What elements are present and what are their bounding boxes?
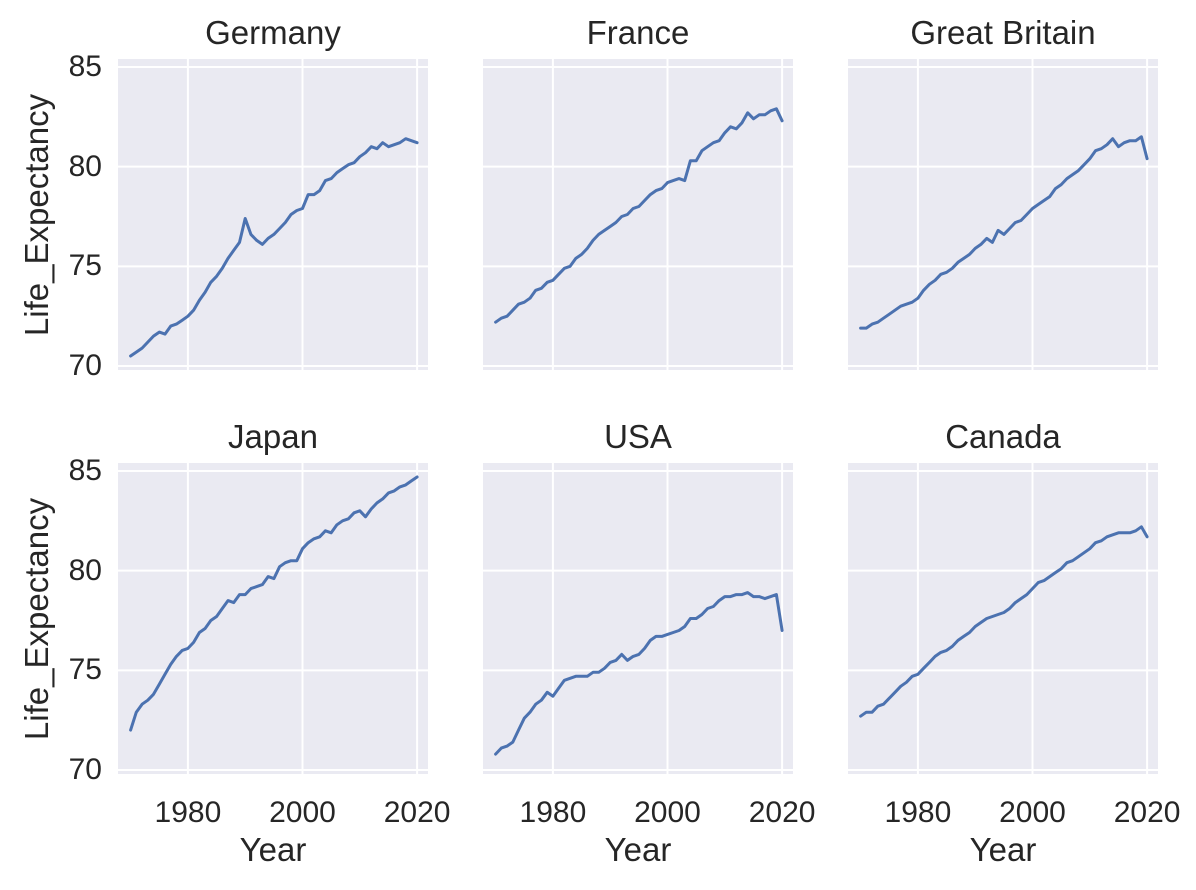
subplot-title-france: France xyxy=(586,14,690,51)
y-tick-label: 80 xyxy=(68,553,102,587)
life-expectancy-line xyxy=(129,475,419,732)
x-tick-label: 2000 xyxy=(269,796,336,829)
subplot-great-britain: Great Britain xyxy=(848,14,1158,370)
subplot-france: France xyxy=(483,14,793,370)
x-tick-label: 2000 xyxy=(634,796,701,829)
x-tick-label: 1980 xyxy=(154,796,222,829)
y-tick-label: 70 xyxy=(68,349,102,382)
x-tick-label: 2020 xyxy=(748,796,816,829)
life-expectancy-line xyxy=(494,591,784,756)
y-axis-label-row2: Life_Expectancy xyxy=(18,497,55,740)
axes-germany xyxy=(118,59,428,370)
subplot-title-germany: Germany xyxy=(205,14,341,51)
subplot-title-japan: Japan xyxy=(228,418,318,455)
life-expectancy-line xyxy=(859,525,1149,718)
y-tick-label: 85 xyxy=(68,453,102,487)
y-tick-label: 75 xyxy=(68,653,102,687)
subplot-usa: USA xyxy=(483,418,793,774)
y-tick-label: 80 xyxy=(68,149,102,183)
life-expectancy-line xyxy=(129,137,419,358)
subplot-canada: Canada xyxy=(848,418,1158,774)
y-tick-label: 75 xyxy=(68,249,102,283)
axes-canada xyxy=(848,463,1158,774)
life-expectancy-line xyxy=(494,107,784,324)
axes-great-britain xyxy=(848,59,1158,370)
subplot-germany: Germany xyxy=(118,14,428,370)
life-expectancy-line xyxy=(859,135,1149,330)
x-tick-label: 1980 xyxy=(519,796,587,829)
subplot-title-usa: USA xyxy=(604,418,672,455)
x-axis-label-col2: Year xyxy=(604,831,672,868)
x-axis-label-col3: Year xyxy=(969,831,1037,868)
axes-japan xyxy=(118,463,428,774)
axes-france xyxy=(483,59,793,370)
x-axis-label-col1: Year xyxy=(239,831,307,868)
x-tick-label: 2020 xyxy=(383,796,451,829)
x-tick-label: 2000 xyxy=(999,796,1066,829)
axes-usa xyxy=(483,463,793,774)
subplot-japan: Japan xyxy=(118,418,428,774)
x-tick-label: 1980 xyxy=(884,796,952,829)
x-tick-label: 2020 xyxy=(1113,796,1181,829)
y-axis-label-row1: Life_Expectancy xyxy=(18,93,55,336)
subplot-title-canada: Canada xyxy=(945,418,1061,455)
y-tick-label: 85 xyxy=(68,49,102,83)
y-tick-label: 70 xyxy=(68,753,102,786)
subplot-title-great-britain: Great Britain xyxy=(910,14,1096,51)
